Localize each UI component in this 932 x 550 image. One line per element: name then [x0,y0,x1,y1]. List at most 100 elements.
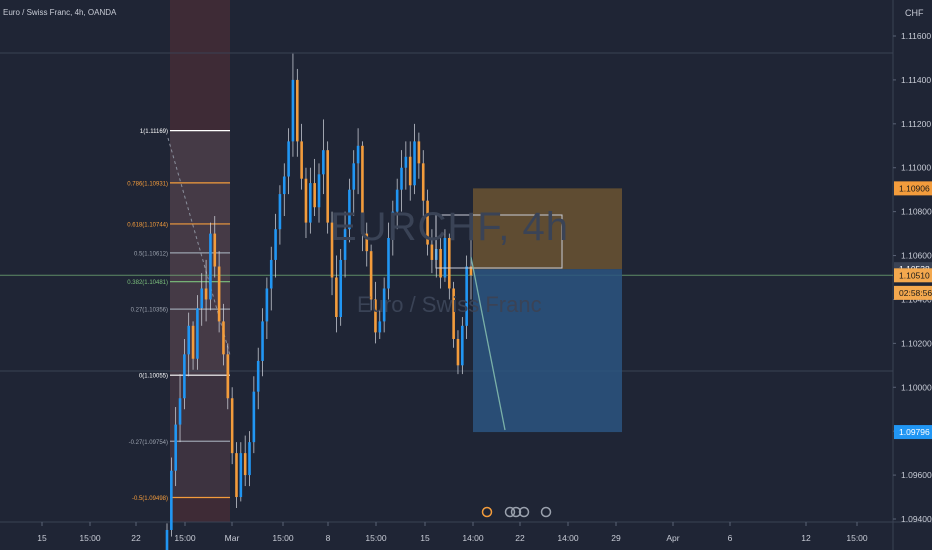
event-marker-icon [540,506,552,518]
y-tick-label: 1.11400 [901,75,931,85]
candle-body [235,453,238,498]
fib-level-label: 1(1.11169) [140,129,168,135]
candle-body [300,141,303,179]
x-tick-label: 15:00 [174,533,196,543]
candle-body [417,141,421,164]
candle-body [287,141,290,177]
candle-body [213,233,217,267]
x-tick-label: 29 [611,533,621,543]
candle-body [256,360,260,392]
candle-body [374,299,377,333]
candle-body [243,453,247,476]
candle-body [295,79,299,142]
event-marker-icon [504,506,516,518]
candle-body [291,79,295,142]
x-tick-label: 15 [420,533,430,543]
price-tag-bg [894,268,932,283]
candle-body [469,266,473,276]
event-marker-icon [510,506,522,518]
candle-body [317,174,321,208]
x-tick-label: 15:00 [272,533,294,543]
fib-level-label: 0(1.10055) [139,374,168,380]
candle-body [391,211,395,238]
y-tick-label: 1.11600 [901,31,931,41]
candle-body [430,244,434,260]
fib-level-label: 0.5(1.10612) [134,251,168,257]
candle-body [421,163,425,201]
candle-body [261,321,264,361]
x-tick-label: 15:00 [79,533,101,543]
price-tag-label: 1.10906 [899,183,930,193]
fib-zone-lower [170,375,230,498]
candle-body [443,237,447,278]
candle-body [408,156,412,186]
fib-level-label: 0.618(1.10744) [127,222,168,228]
price-tag-label: 02:58:56 [899,288,932,298]
candle-body [356,145,360,164]
candle-body [248,442,251,476]
candle-body [226,354,230,399]
candle-body [447,237,451,289]
candle-body [465,266,468,326]
candle-body [343,229,347,260]
currency-label: CHF [905,8,924,18]
watermark-symbol: EURCHF, 4h [330,205,569,249]
candle-body [282,176,286,195]
candle-body [404,156,408,168]
candle-body [265,288,269,322]
candle-body [278,194,282,230]
rectangle-drawing [435,214,563,269]
x-tick-label: 15 [37,533,47,543]
candle-body [183,354,186,399]
event-marker-icon [518,506,530,518]
x-tick-label: 22 [515,533,525,543]
fib-level-label: -0.27(1.09754) [129,440,168,446]
candle-body [456,338,460,366]
candle-body [196,308,199,359]
x-tick-label: 15:00 [365,533,387,543]
candle-body [191,325,195,359]
y-tick-label: 1.10200 [901,338,932,348]
stop-loss-zone [473,188,622,270]
candle-body [309,183,312,223]
x-tick-label: 6 [728,533,733,543]
price-tag-label: 1.09796 [899,427,930,437]
fib-level-label: 0.382(1.10481) [127,280,168,286]
candle-body [165,529,169,550]
candle-body [230,398,234,454]
candle-body [400,167,403,190]
candle-body [204,288,208,300]
y-tick-label: 1.10800 [901,207,932,217]
candle-body [339,259,343,318]
candle-body [361,145,364,234]
candle-body [369,251,373,300]
candle-body [326,150,329,223]
y-tick-label: 1.09600 [901,470,932,480]
candle-body [461,325,464,366]
candle-body [274,229,277,260]
fib-level-label: 0.27(1.10356) [131,308,168,314]
price-tag-bg [894,285,932,300]
x-tick-label: Apr [666,533,679,543]
candle-body [313,183,316,208]
candle-body [387,237,390,289]
candle-body [187,325,191,355]
watermark-name: Euro / Swiss Franc [357,292,542,317]
y-tick-label: 1.11000 [901,163,931,173]
event-marker-icon [481,506,493,518]
profit-target-zone [473,269,622,433]
candle-body [365,233,369,252]
fib-level-label: 0.786(1.10931) [127,181,168,187]
candle-body [452,288,455,339]
candle-body [352,163,356,190]
candle-body [200,288,204,309]
price-tag-label: 1.10510 [899,270,930,280]
candle-body [174,424,177,471]
x-tick-label: 8 [326,533,331,543]
candle-body [335,277,338,318]
x-tick-label: 14:00 [557,533,579,543]
candle-body [378,321,382,333]
price-tag-bg [894,425,932,440]
y-tick-label: 1.10000 [901,382,932,392]
